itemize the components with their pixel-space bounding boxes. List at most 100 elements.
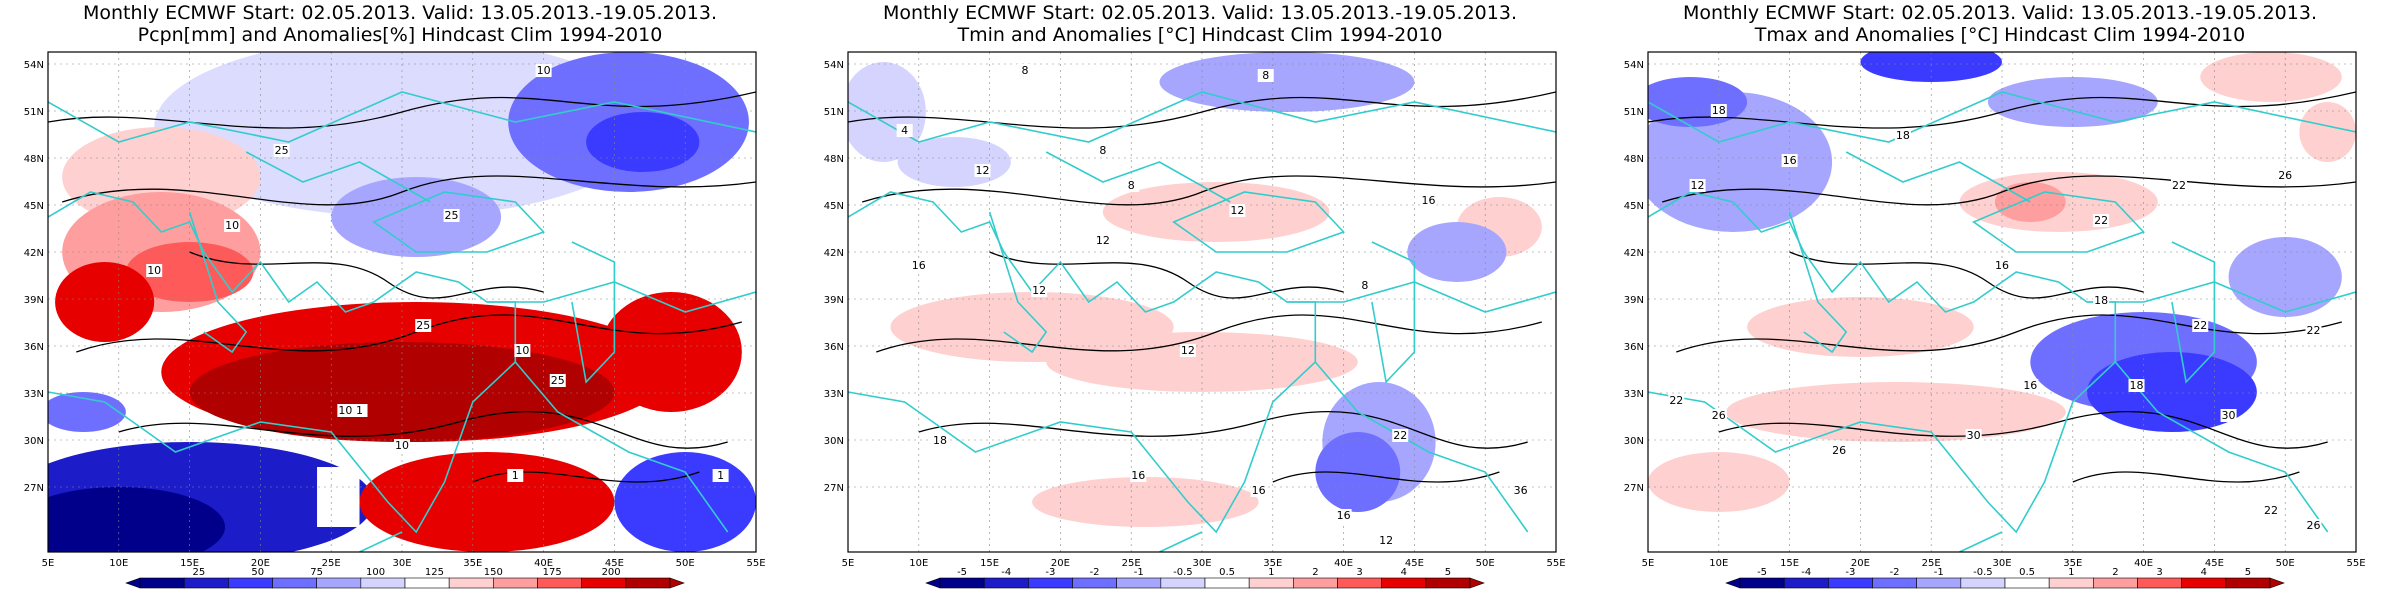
contour-label: 22 (2193, 319, 2207, 332)
colorbar-label: 3 (1356, 567, 1362, 578)
map-gridlines (48, 52, 756, 552)
contour-label-box (896, 124, 913, 137)
contour-label: 25 (551, 374, 565, 387)
coastlines (1648, 91, 2356, 552)
contour-label: 12 (976, 164, 990, 177)
contour-label: 8 (1099, 144, 1106, 157)
contour-label-box (2263, 504, 2280, 517)
panel-title-line1: Monthly ECMWF Start: 02.05.2013. Valid: … (1683, 2, 2317, 24)
colorbar-label: 0.5 (2019, 567, 2035, 578)
contour-label-box (1392, 429, 1409, 442)
colorbar-label: 200 (602, 567, 621, 578)
colorbar-label: -1 (1934, 567, 1944, 578)
contour-label-box (1229, 204, 1246, 217)
contour-label: 36 (1514, 484, 1528, 497)
longitude-label: 45E (1405, 558, 1424, 569)
latitude-label: 33N (1624, 389, 1644, 400)
latitude-label: 27N (1624, 483, 1644, 494)
contour-label: 18 (2130, 379, 2144, 392)
contour-label: 8 (1022, 64, 1029, 77)
contour-label-box (273, 144, 290, 157)
longitude-label: 55E (746, 558, 765, 569)
contour-label-box (415, 319, 432, 332)
longitude-label: 45E (605, 558, 624, 569)
longitude-label: 25E (1922, 558, 1941, 569)
contour-label: 12 (1181, 344, 1195, 357)
colorbar-label: 4 (2201, 567, 2207, 578)
contour-label: 8 (1128, 179, 1135, 192)
longitude-label: 10E (909, 558, 928, 569)
contour-label-box (2305, 519, 2322, 532)
contour-label-box (2128, 379, 2145, 392)
contour-label-box (932, 434, 949, 447)
colorbar-label: -0.5 (1173, 567, 1193, 578)
contour-label: 26 (2278, 169, 2292, 182)
contour-label-box (2305, 324, 2322, 337)
precipitation-map: 10 25 10 25 10 25 10 10 25 1 10 1 1 54N 51N 48N 45N 42N 39… (24, 51, 766, 589)
contour-label-box (507, 469, 524, 482)
tmax-panel: Monthly ECMWF Start: 02.05.2013. Valid: … (1600, 0, 2400, 600)
latitude-label: 36N (824, 342, 844, 353)
contour-label-box (1257, 69, 1274, 82)
contour-label-box (1094, 144, 1111, 157)
contour-label: 30 (2222, 409, 2236, 422)
panel-title-line1: Monthly ECMWF Start: 02.05.2013. Valid: … (83, 2, 717, 24)
colorbar (1725, 577, 2285, 589)
latitude-label: 45N (824, 201, 844, 212)
contour-label: 18 (2094, 294, 2108, 307)
latitude-label: 48N (824, 154, 844, 165)
longitude-label: 40E (534, 558, 553, 569)
contour-label: 25 (445, 209, 459, 222)
latitude-label: 39N (824, 295, 844, 306)
colorbar-label: 75 (310, 567, 323, 578)
colorbar-label: 25 (193, 567, 206, 578)
latitude-label: 45N (24, 201, 44, 212)
contour-label: 1 (717, 469, 724, 482)
contour-label-box (1420, 194, 1437, 207)
contour-label: 18 (933, 434, 947, 447)
colorbar (925, 577, 1485, 589)
longitude-label: 20E (1851, 558, 1870, 569)
contour-label: 25 (416, 319, 430, 332)
contour-label-box (2192, 319, 2209, 332)
contour-label: 18 (1896, 129, 1910, 142)
latitude-label: 39N (24, 295, 44, 306)
longitude-label: 25E (1122, 558, 1141, 569)
contour-label-box (1831, 444, 1848, 457)
contour-label: 16 (1131, 469, 1145, 482)
colorbar-label: 50 (251, 567, 264, 578)
colorbar-label: -5 (957, 567, 967, 578)
colorbar-label: 4 (1401, 567, 1407, 578)
latitude-label: 33N (824, 389, 844, 400)
contour-label-box (2171, 179, 2187, 192)
contour-label: 16 (2023, 379, 2037, 392)
contour-label: 10 (515, 344, 529, 357)
contour-label-box (1894, 129, 1911, 142)
colorbar-label: -2 (1890, 567, 1900, 578)
colorbar-label: 2 (2112, 567, 2118, 578)
longitude-label: 15E (1780, 558, 1799, 569)
colorbar-label: 125 (425, 567, 444, 578)
panel-title-line1: Monthly ECMWF Start: 02.05.2013. Valid: … (883, 2, 1517, 24)
contour-label: 22 (2307, 324, 2321, 337)
anomaly-shading (848, 52, 1542, 527)
colorbar-label: -1 (1134, 567, 1144, 578)
contour-label: 16 (912, 259, 926, 272)
contour-lines (48, 91, 756, 483)
tmin-map: 888412812161212168122216161812163654N51N… (824, 51, 1566, 589)
latitude-label: 48N (1624, 154, 1644, 165)
contour-label-box (1130, 469, 1147, 482)
colorbar-label: -2 (1090, 567, 1100, 578)
latitude-label: 39N (1624, 295, 1644, 306)
latitude-label: 51N (24, 107, 44, 118)
contour-lines (1648, 91, 2356, 483)
contour-label: 12 (1032, 284, 1046, 297)
contour-label-box (1710, 409, 1727, 422)
latitude-label: 51N (1624, 107, 1644, 118)
colorbar-label: 5 (1445, 567, 1451, 578)
latitude-label: 45N (1624, 201, 1644, 212)
colorbar-label: 175 (543, 567, 562, 578)
contour-label: 22 (2172, 179, 2186, 192)
longitude-label: 5E (42, 558, 55, 569)
colorbar-label: -0.5 (1973, 567, 1993, 578)
